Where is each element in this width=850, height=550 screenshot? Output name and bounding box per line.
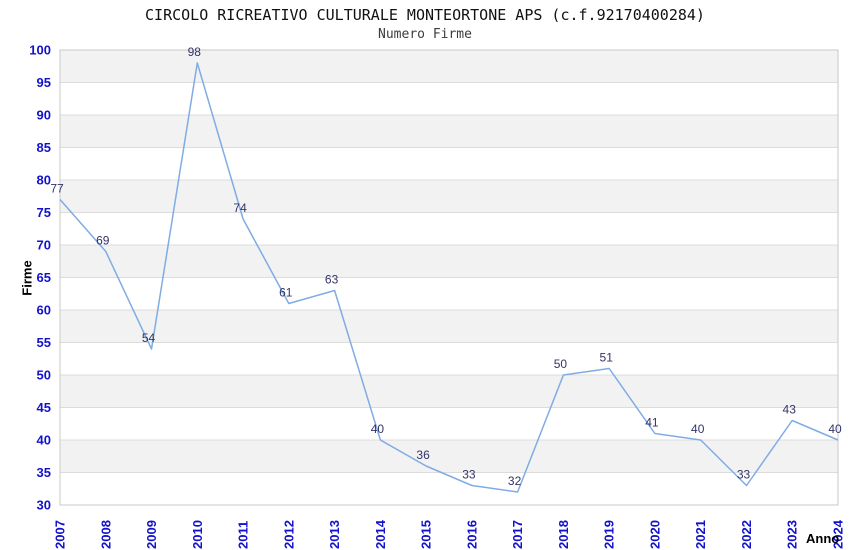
plot-band bbox=[60, 115, 838, 148]
y-tick-label: 70 bbox=[37, 238, 51, 253]
plot-band bbox=[60, 310, 838, 343]
x-tick-label: 2007 bbox=[53, 520, 68, 549]
series-line bbox=[59, 62, 839, 493]
x-tick-label: 2008 bbox=[98, 520, 113, 549]
x-tick-label: 2022 bbox=[739, 520, 754, 549]
plot-band bbox=[60, 180, 838, 213]
plot-band bbox=[60, 440, 838, 473]
x-tick-label: 2020 bbox=[647, 520, 662, 549]
y-tick-label: 95 bbox=[37, 75, 51, 90]
chart-subtitle: Numero Firme bbox=[378, 27, 472, 42]
y-tick-label: 65 bbox=[37, 270, 51, 285]
data-label: 40 bbox=[371, 422, 385, 436]
y-tick-label: 50 bbox=[37, 368, 51, 383]
y-tick-label: 100 bbox=[29, 43, 51, 58]
data-label: 41 bbox=[645, 416, 659, 430]
data-label: 40 bbox=[828, 422, 842, 436]
data-label: 40 bbox=[691, 422, 705, 436]
x-tick-label: 2011 bbox=[236, 521, 251, 549]
y-tick-label: 85 bbox=[37, 140, 51, 155]
data-label: 33 bbox=[737, 468, 751, 482]
y-tick-label: 45 bbox=[37, 400, 51, 415]
y-tick-label: 55 bbox=[37, 335, 51, 350]
x-tick-label: 2012 bbox=[281, 520, 296, 549]
x-tick-label: 2018 bbox=[556, 520, 571, 549]
x-axis-title: Anno bbox=[806, 531, 840, 546]
data-label: 69 bbox=[96, 234, 110, 248]
data-label: 43 bbox=[783, 403, 797, 417]
y-tick-label: 90 bbox=[37, 108, 51, 123]
data-label: 77 bbox=[50, 182, 64, 196]
y-tick-label: 80 bbox=[37, 173, 51, 188]
plot-border bbox=[59, 49, 839, 506]
x-tick-label: 2017 bbox=[510, 520, 525, 549]
y-tick-label: 60 bbox=[37, 303, 51, 318]
plot-band bbox=[60, 375, 838, 408]
x-tick-label: 2009 bbox=[144, 520, 159, 549]
data-label: 50 bbox=[554, 357, 568, 371]
x-tick-label: 2024 bbox=[831, 519, 846, 549]
data-label: 32 bbox=[508, 474, 522, 488]
data-label: 98 bbox=[188, 45, 202, 59]
data-label: 33 bbox=[462, 468, 476, 482]
data-label: 63 bbox=[325, 273, 339, 287]
y-axis-title: Firme bbox=[19, 260, 35, 296]
data-label: 74 bbox=[233, 201, 247, 215]
y-tick-label: 75 bbox=[37, 205, 51, 220]
data-label: 54 bbox=[142, 331, 156, 345]
x-tick-label: 2019 bbox=[602, 520, 617, 549]
y-tick-label: 30 bbox=[37, 498, 51, 513]
x-tick-label: 2016 bbox=[464, 520, 479, 549]
plot-band bbox=[60, 245, 838, 278]
y-tick-label: 40 bbox=[37, 433, 51, 448]
data-label: 36 bbox=[416, 448, 430, 462]
plot-band bbox=[60, 50, 838, 83]
x-tick-label: 2013 bbox=[327, 520, 342, 549]
x-tick-label: 2023 bbox=[785, 520, 800, 549]
data-label: 51 bbox=[600, 351, 614, 365]
x-tick-label: 2010 bbox=[190, 520, 205, 549]
x-tick-label: 2021 bbox=[693, 520, 708, 549]
chart-title: CIRCOLO RICREATIVO CULTURALE MONTEORTONE… bbox=[145, 6, 705, 24]
x-tick-label: 2015 bbox=[419, 520, 434, 549]
y-tick-label: 35 bbox=[37, 465, 51, 480]
data-label: 61 bbox=[279, 286, 293, 300]
x-tick-label: 2014 bbox=[373, 519, 388, 549]
